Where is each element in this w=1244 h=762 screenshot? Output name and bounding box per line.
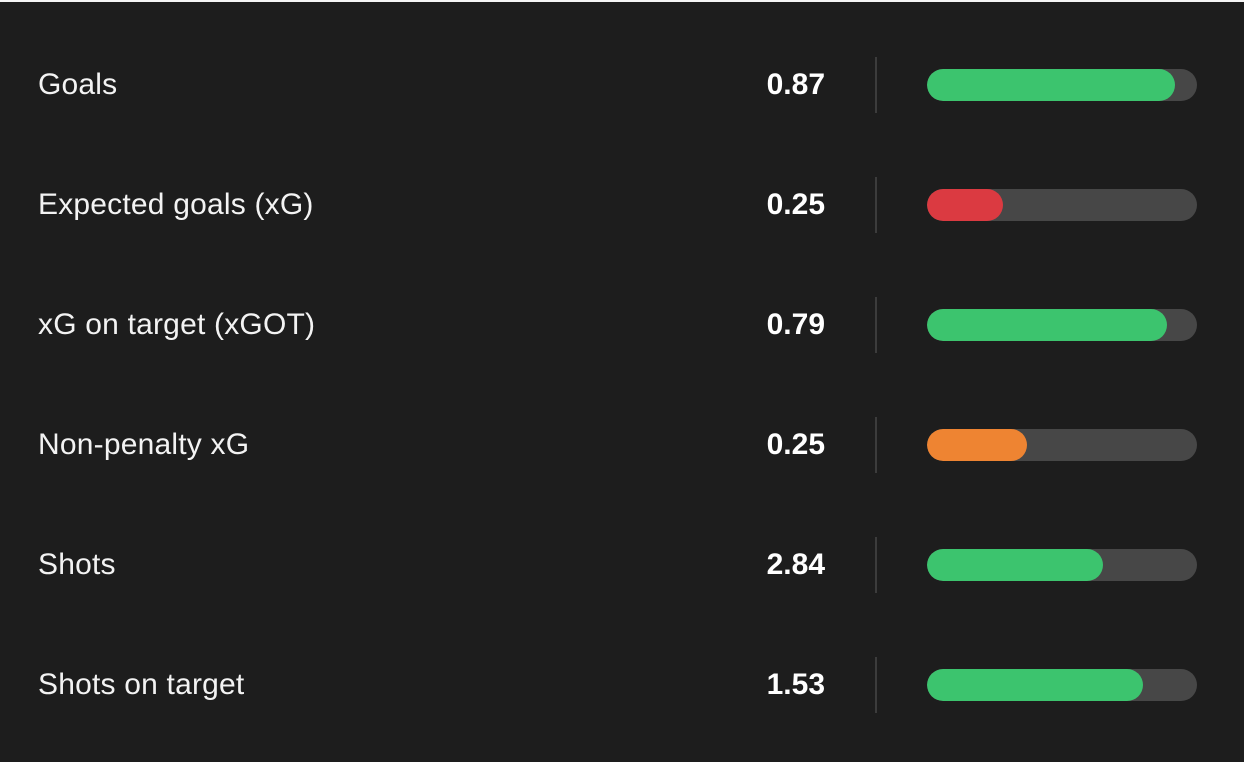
divider-line — [875, 57, 877, 113]
stat-row: Goals 0.87 — [38, 25, 1197, 145]
stat-bar-track — [927, 309, 1197, 341]
top-edge-strip — [0, 0, 1244, 2]
stat-bar-fill — [927, 669, 1143, 701]
stat-bar-fill — [927, 429, 1027, 461]
divider-line — [875, 177, 877, 233]
stat-label: Goals — [38, 68, 118, 101]
stat-value: 1.53 — [766, 668, 825, 701]
stat-bar-track — [927, 669, 1197, 701]
stat-value: 2.84 — [766, 548, 825, 581]
stat-bar-track — [927, 549, 1197, 581]
stat-bar-track — [927, 69, 1197, 101]
stat-label: Shots on target — [38, 668, 245, 701]
stat-label: Shots — [38, 548, 116, 581]
stat-label: xG on target (xGOT) — [38, 308, 316, 341]
divider-line — [875, 657, 877, 713]
stat-bar-track — [927, 429, 1197, 461]
stat-bar-fill — [927, 309, 1168, 341]
stat-row: Shots 2.84 — [38, 505, 1197, 625]
stat-label: Expected goals (xG) — [38, 188, 314, 221]
stat-bar-fill — [927, 189, 1003, 221]
divider-line — [875, 417, 877, 473]
stat-row: xG on target (xGOT) 0.79 — [38, 265, 1197, 385]
stat-value: 0.79 — [766, 308, 825, 341]
stats-list: Goals 0.87 Expected goals (xG) 0.25 xG o… — [38, 25, 1197, 745]
stat-row: Shots on target 1.53 — [38, 625, 1197, 745]
stat-value: 0.25 — [766, 188, 825, 221]
stat-label: Non-penalty xG — [38, 428, 250, 461]
stat-value: 0.87 — [766, 68, 825, 101]
divider-line — [875, 537, 877, 593]
stat-bar-fill — [927, 69, 1176, 101]
stat-row: Expected goals (xG) 0.25 — [38, 145, 1197, 265]
stat-bar-track — [927, 189, 1197, 221]
stat-row: Non-penalty xG 0.25 — [38, 385, 1197, 505]
stat-value: 0.25 — [766, 428, 825, 461]
stat-bar-fill — [927, 549, 1103, 581]
divider-line — [875, 297, 877, 353]
